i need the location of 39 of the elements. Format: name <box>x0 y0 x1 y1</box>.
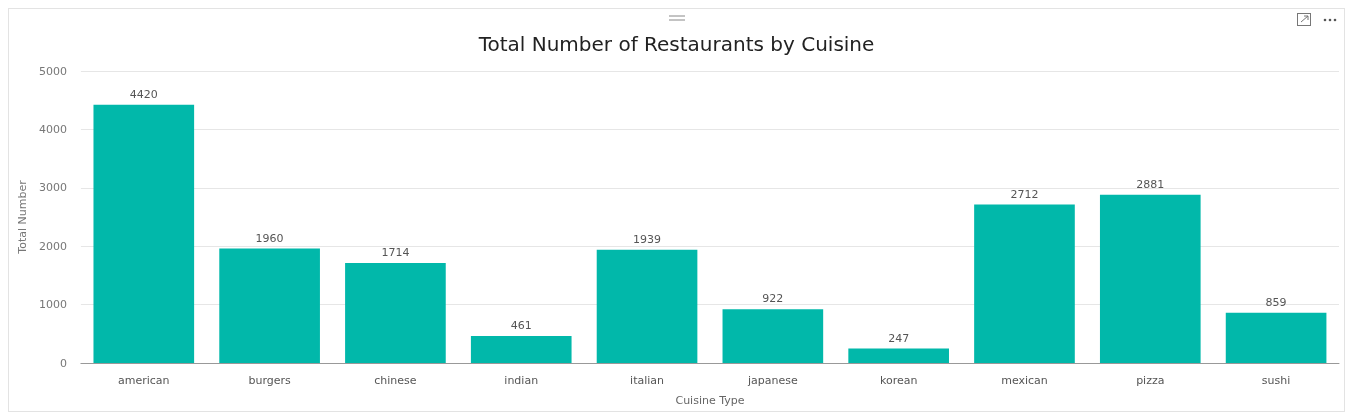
x-tick-label: italian <box>630 374 665 387</box>
x-tick-label: mexican <box>1001 374 1048 387</box>
x-tick-label: pizza <box>1136 374 1165 387</box>
y-tick-label: 2000 <box>38 239 67 253</box>
bar <box>848 348 949 363</box>
chart-title: Total Number of Restaurants by Cuisine <box>477 32 875 56</box>
bar <box>345 262 446 363</box>
y-tick-label: 5000 <box>38 64 67 78</box>
bar <box>974 204 1075 363</box>
data-label: 1960 <box>255 231 284 245</box>
x-tick-label: chinese <box>374 374 417 387</box>
bar <box>596 249 698 363</box>
data-label: 2881 <box>1136 177 1165 191</box>
data-label: 1939 <box>633 232 662 246</box>
y-axis-title: Total Number <box>16 179 29 255</box>
data-label: 922 <box>762 292 784 306</box>
bar <box>470 336 572 363</box>
y-tick-label: 0 <box>59 356 67 370</box>
x-tick-label: sushi <box>1261 374 1291 387</box>
x-tick-label: burgers <box>248 374 292 387</box>
bar <box>219 248 320 363</box>
x-tick-label: japanese <box>746 374 798 387</box>
data-label: 2712 <box>1010 187 1039 201</box>
data-label: 859 <box>1265 295 1287 309</box>
bar <box>93 104 195 363</box>
y-tick-label: 3000 <box>38 181 67 195</box>
bar <box>1099 194 1201 363</box>
x-tick-label: korean <box>879 374 918 387</box>
data-label: 1714 <box>381 245 410 259</box>
data-label: 461 <box>510 319 532 333</box>
bar <box>722 309 824 363</box>
data-label: 4420 <box>129 87 158 101</box>
y-tick-label: 1000 <box>38 298 67 312</box>
x-tick-label: indian <box>504 374 539 387</box>
x-tick-label: american <box>118 374 170 387</box>
x-axis-title: Cuisine Type <box>675 394 745 407</box>
bar <box>1225 312 1327 363</box>
data-label: 247 <box>888 331 910 345</box>
y-tick-label: 4000 <box>38 122 67 136</box>
